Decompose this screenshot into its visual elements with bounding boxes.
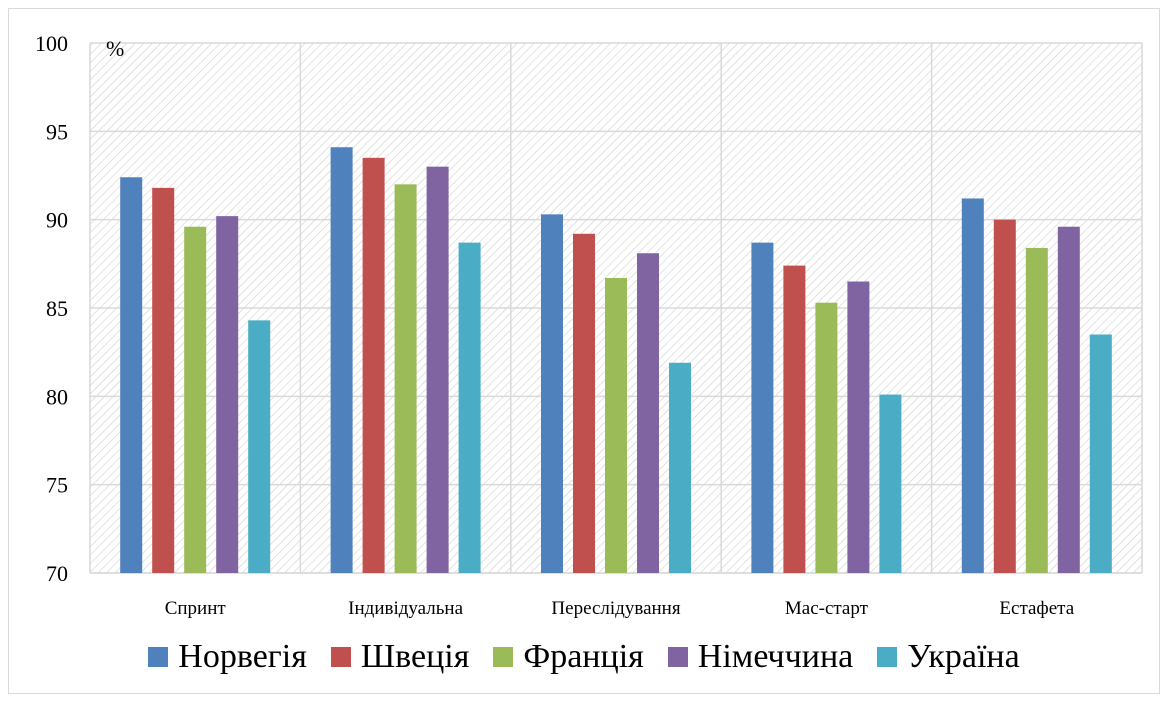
legend-item: Швеція bbox=[330, 638, 470, 675]
bar bbox=[1089, 334, 1112, 573]
y-axis-ticks: 70 75 80 85 90 95 100 bbox=[35, 31, 68, 586]
y-tick-label: 90 bbox=[46, 208, 68, 233]
x-axis-categories: Спринт Індивідуальна Переслідування Мас-ста… bbox=[165, 598, 1075, 619]
legend-swatch bbox=[877, 647, 898, 667]
x-category-label: Переслідування bbox=[551, 598, 680, 619]
legend-label: Німеччина bbox=[697, 638, 854, 675]
bar bbox=[751, 242, 774, 573]
legend-item: Франція bbox=[493, 638, 644, 675]
bar bbox=[330, 147, 353, 573]
bar bbox=[248, 320, 271, 573]
x-category-label: Індивідуальна bbox=[348, 598, 463, 619]
bar bbox=[184, 226, 207, 573]
x-category-label: Спринт bbox=[165, 598, 227, 619]
legend-label: Україна bbox=[907, 638, 1020, 675]
bar bbox=[1057, 226, 1080, 573]
legend-swatch bbox=[667, 647, 688, 667]
y-tick-label: 70 bbox=[46, 561, 68, 586]
y-unit-label: % bbox=[106, 36, 124, 61]
legend-label: Норвегія bbox=[178, 638, 307, 675]
x-category-label: Естафета bbox=[999, 598, 1074, 619]
y-tick-label: 80 bbox=[46, 384, 68, 409]
legend-item: Німеччина bbox=[667, 638, 854, 675]
legend-label: Франція bbox=[523, 638, 644, 675]
bar bbox=[605, 277, 627, 573]
legend: Норвегія Швеція Франція Німеччина Україна bbox=[0, 640, 1168, 674]
bar bbox=[847, 281, 870, 573]
bar bbox=[783, 265, 806, 573]
legend-swatch bbox=[148, 647, 169, 667]
bar bbox=[458, 242, 481, 573]
bar bbox=[961, 198, 984, 573]
bar bbox=[152, 187, 175, 573]
bar bbox=[1025, 247, 1048, 573]
bar bbox=[541, 214, 563, 573]
bar bbox=[426, 166, 449, 573]
bar bbox=[362, 157, 385, 574]
y-tick-label: 95 bbox=[46, 119, 68, 144]
legend-label: Швеція bbox=[360, 638, 470, 675]
legend-item: Норвегія bbox=[148, 640, 307, 674]
bar bbox=[216, 216, 239, 573]
bar bbox=[815, 302, 838, 573]
bar bbox=[669, 362, 691, 573]
y-tick-label: 85 bbox=[46, 296, 68, 321]
legend-swatch bbox=[493, 647, 514, 667]
bar bbox=[120, 177, 143, 573]
bar bbox=[637, 253, 659, 573]
x-category-label: Мас-старт bbox=[785, 598, 869, 619]
bar bbox=[993, 219, 1016, 573]
bar bbox=[394, 184, 417, 574]
legend-item: Україна bbox=[877, 638, 1020, 675]
bar bbox=[879, 394, 902, 573]
bars bbox=[120, 147, 1112, 574]
bar bbox=[573, 233, 595, 574]
y-tick-label: 100 bbox=[35, 31, 68, 56]
legend-swatch bbox=[330, 647, 351, 667]
y-tick-label: 75 bbox=[46, 473, 68, 498]
